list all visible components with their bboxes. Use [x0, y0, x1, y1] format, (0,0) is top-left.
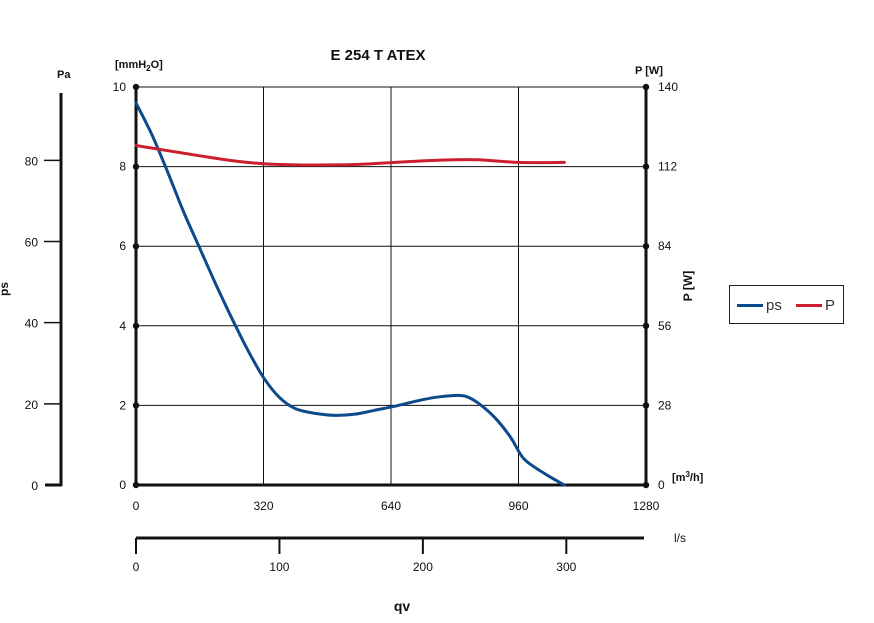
y-left-tick-label: 6	[119, 239, 126, 253]
x-primary-tick-label: 320	[253, 499, 273, 513]
series-line-ps	[134, 101, 566, 487]
y-left-tick-mark	[132, 322, 140, 329]
pa-tick-label: 20	[25, 398, 39, 412]
y-right-tick-label: 56	[658, 319, 672, 333]
y-left-tick-label: 8	[119, 160, 126, 174]
y-left-tick-label: 0	[119, 478, 126, 492]
y-right-tick-label: 140	[658, 80, 678, 94]
y-right-tick-label: 112	[658, 160, 677, 174]
legend: ps P	[729, 285, 844, 324]
x-primary-tick-label: 1280	[633, 499, 660, 513]
y-right-tick-mark	[642, 163, 650, 170]
grid	[136, 86, 646, 485]
y-right-tick-label: 0	[658, 478, 665, 492]
y-right-tick-label: 84	[658, 239, 672, 253]
legend-item-p: P	[796, 296, 835, 314]
y-right-tick-label: 28	[658, 398, 672, 412]
y-right-tick-mark	[642, 243, 650, 250]
pa-axis	[45, 93, 63, 487]
legend-label-p: P	[825, 296, 836, 314]
legend-item-ps: ps	[737, 296, 782, 314]
x-primary-ticks: 0 320 640 960 1280	[133, 499, 660, 513]
ls-tick-label: 100	[269, 560, 289, 574]
x-axis-label: qv	[394, 598, 411, 614]
y-right-tick-mark	[642, 402, 650, 409]
pa-tick-label: 40	[25, 317, 39, 331]
ls-tick-label: 300	[556, 560, 576, 574]
y-left-unit-label: [mmH2O]	[115, 59, 163, 73]
chart-title: E 254 T ATEX	[330, 47, 425, 64]
pa-tick-label: 80	[25, 154, 39, 168]
series	[134, 101, 566, 487]
x-primary-tick-label: 0	[133, 499, 140, 513]
ls-tick-label: 0	[133, 560, 140, 574]
x-primary-unit: [m3/h]	[672, 470, 704, 484]
legend-label-ps: ps	[766, 296, 782, 314]
pa-ticks: 0 20 40 60 80	[25, 154, 61, 493]
pa-tick-label: 60	[25, 235, 39, 249]
y-left-tick-mark	[132, 402, 140, 409]
y-right-ticks: 0 28 56 84 112 140	[642, 80, 678, 492]
legend-swatch-ps	[737, 303, 763, 307]
series-line-p	[134, 144, 566, 167]
y-left-tick-mark	[132, 243, 140, 250]
y-left-tick-mark	[132, 163, 140, 170]
y-right-tick-mark	[642, 322, 650, 329]
y-left-tick-label: 10	[113, 80, 127, 94]
pa-axis-unit: Pa	[57, 69, 71, 81]
legend-swatch-p	[796, 303, 822, 307]
y-left-tick-label: 2	[119, 398, 126, 412]
pa-axis-label: ps	[0, 282, 11, 296]
x-primary-tick-label: 960	[508, 499, 528, 513]
y-left-tick-mark	[132, 481, 140, 489]
x-primary-tick-label: 640	[381, 499, 401, 513]
y-right-tick-mark	[642, 481, 650, 489]
y-right-unit: P [W]	[635, 65, 663, 77]
y-left-tick-mark	[132, 83, 140, 91]
x-secondary-ticks: 0 100 200 300	[133, 538, 577, 574]
y-right-label: P [W]	[681, 271, 695, 301]
y-left-ticks: 0 2 4 6 8 10	[113, 80, 140, 492]
ls-tick-label: 200	[413, 560, 433, 574]
y-left-tick-label: 4	[119, 319, 126, 333]
pa-tick-label: 0	[31, 479, 38, 493]
ls-axis-unit: l/s	[674, 531, 686, 545]
y-right-tick-mark	[642, 83, 650, 91]
